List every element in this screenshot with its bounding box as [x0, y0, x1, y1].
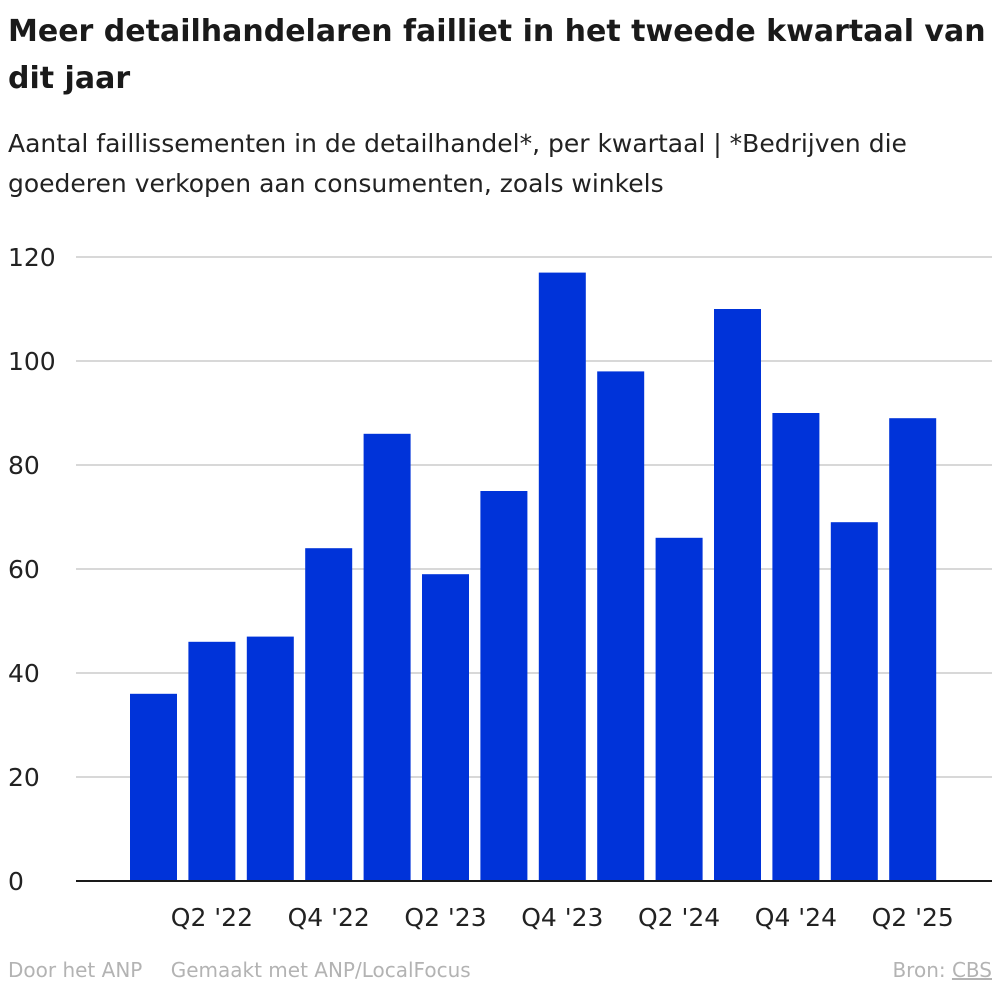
y-tick-label: 20 [8, 763, 40, 792]
y-tick-label: 60 [8, 555, 40, 584]
x-tick-label: Q4 '24 [755, 903, 837, 932]
bar [363, 433, 411, 881]
x-tick-label: Q2 '25 [872, 903, 954, 932]
bar-chart: 0 20 40 60 80 100 120 Q2 '22 Q4 '22 Q2 '23 Q4 '23 Q… [8, 243, 992, 932]
bar [480, 491, 528, 881]
bar [772, 413, 820, 881]
y-tick-label: 120 [8, 243, 56, 272]
bar [188, 641, 236, 881]
bar [422, 574, 469, 881]
x-tick-label: Q4 '23 [521, 903, 603, 932]
bar [305, 548, 353, 881]
chart-subtitle: Aantal faillissementen in de detailhande… [8, 129, 907, 198]
y-tick-label: 0 [8, 867, 24, 896]
chart-title: Meer detailhandelaren failliet in het tw… [8, 14, 986, 96]
bar [655, 537, 703, 881]
footer-credits: Door het ANP Gemaakt met ANP/LocalFocus [8, 958, 992, 982]
bar [597, 371, 645, 881]
bar [246, 636, 294, 881]
x-tick-label: Q2 '23 [404, 903, 486, 932]
bar [830, 522, 878, 881]
x-tick-label: Q2 '22 [171, 903, 253, 932]
x-tick-label: Q2 '24 [638, 903, 720, 932]
source-label: Bron: [892, 958, 946, 982]
y-tick-label: 80 [8, 451, 40, 480]
source-link[interactable]: CBS [951, 958, 992, 982]
footer: Door het ANP Gemaakt met ANP/LocalFocus … [8, 958, 992, 990]
x-tick-label: Q4 '22 [288, 903, 370, 932]
credit-text: Door het ANP [8, 958, 143, 982]
source-attribution: Bron: CBS [892, 958, 992, 982]
bar [538, 272, 586, 882]
made-with-text[interactable]: Gemaakt met ANP/LocalFocus [170, 958, 471, 982]
bar [130, 693, 177, 881]
bar [889, 418, 937, 881]
y-tick-label: 40 [8, 659, 40, 688]
bar [714, 309, 761, 881]
y-tick-label: 100 [8, 347, 56, 376]
